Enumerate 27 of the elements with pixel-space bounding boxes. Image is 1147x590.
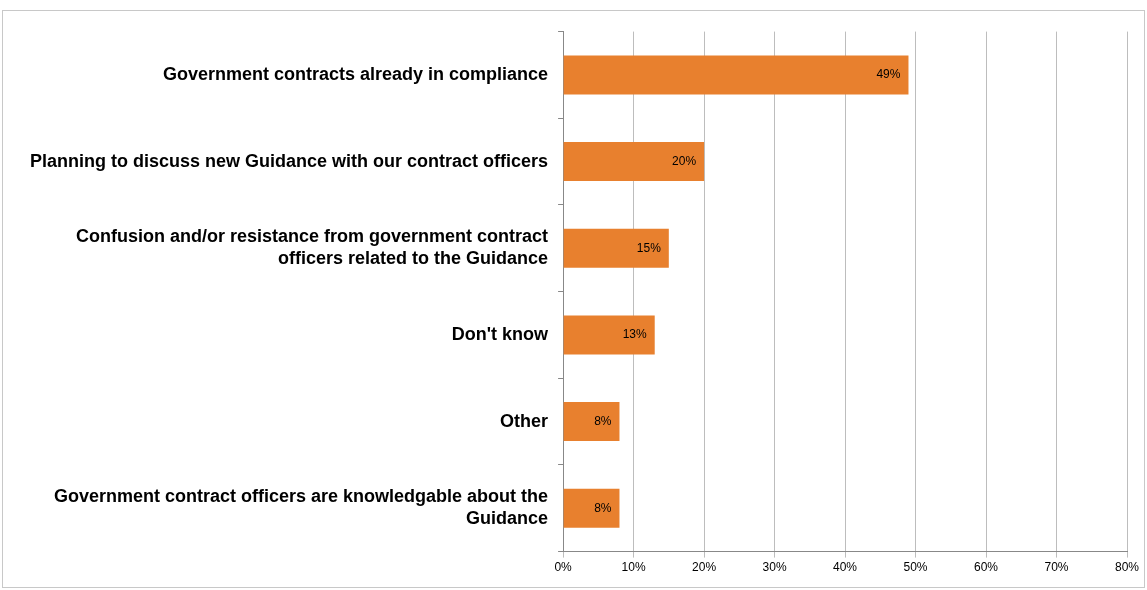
x-tick-label: 0%	[554, 560, 573, 575]
bar	[563, 55, 909, 95]
data-label: 13%	[622, 327, 648, 342]
x-tick-label: 60%	[974, 560, 999, 575]
x-tick-label: 50%	[903, 560, 928, 575]
x-tick-label: 30%	[762, 560, 787, 575]
data-label: 8%	[594, 413, 612, 428]
x-tick-label: 70%	[1044, 560, 1069, 575]
bar	[563, 142, 705, 182]
y-tick-label: Government contracts already in compliance	[162, 63, 549, 84]
y-tick-label: Planning to discuss new Guidance with our contract officers	[29, 150, 549, 171]
y-tick-label: Don't know	[451, 323, 550, 344]
bar	[563, 315, 655, 355]
x-tick-label: 10%	[621, 560, 646, 575]
data-label: 20%	[672, 153, 697, 168]
y-tick-label: Confusion and/or resistance from government contract officers related to the Guidance	[76, 226, 549, 269]
x-tick-label: 20%	[692, 560, 717, 575]
data-label: 49%	[876, 67, 901, 82]
y-tick-label: Other	[500, 410, 549, 431]
bar	[563, 402, 620, 442]
data-label: 15%	[636, 240, 662, 255]
y-tick-label: Government contract officers are knowledgable about the Guidance	[53, 486, 549, 529]
x-tick-label: 40%	[833, 560, 858, 575]
x-tick-label: 80%	[1114, 560, 1140, 575]
bar	[563, 488, 620, 528]
bar	[563, 228, 669, 268]
data-label: 8%	[594, 500, 612, 515]
